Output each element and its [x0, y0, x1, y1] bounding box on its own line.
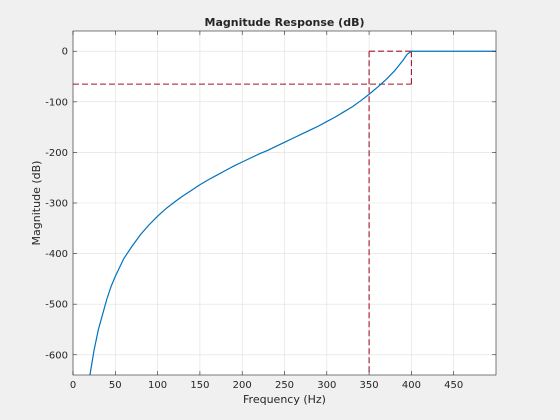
y-axis-ticks: 0 -100 -200 -300 -400 -500 -600 [45, 47, 496, 361]
y-tick-label: -200 [45, 148, 68, 159]
chart-title: Magnitude Response (dB) [205, 16, 365, 29]
series-group [89, 50, 496, 376]
x-tick-label: 150 [190, 380, 209, 391]
y-tick-label: -600 [45, 350, 68, 361]
x-tick-label: 450 [444, 380, 463, 391]
y-axis-label: Magnitude (dB) [30, 161, 43, 246]
x-axis-ticks: 0 50 100 150 200 250 300 350 400 450 [70, 31, 463, 391]
x-tick-label: 350 [360, 380, 379, 391]
x-tick-label: 400 [402, 380, 421, 391]
x-tick-label: 250 [275, 380, 294, 391]
spec-lines [73, 50, 412, 375]
series-line [89, 50, 496, 376]
x-tick-label: 200 [233, 380, 252, 391]
y-tick-label: -400 [45, 249, 68, 260]
y-tick-label: -500 [45, 300, 68, 311]
y-tick-label: -300 [45, 199, 68, 210]
y-tick-label: -100 [45, 97, 68, 108]
y-tick-label: 0 [62, 47, 68, 58]
x-tick-label: 100 [148, 380, 167, 391]
x-tick-label: 0 [70, 380, 76, 391]
x-tick-label: 300 [317, 380, 336, 391]
x-axis-label: Frequency (Hz) [243, 393, 326, 406]
x-tick-label: 50 [109, 380, 122, 391]
